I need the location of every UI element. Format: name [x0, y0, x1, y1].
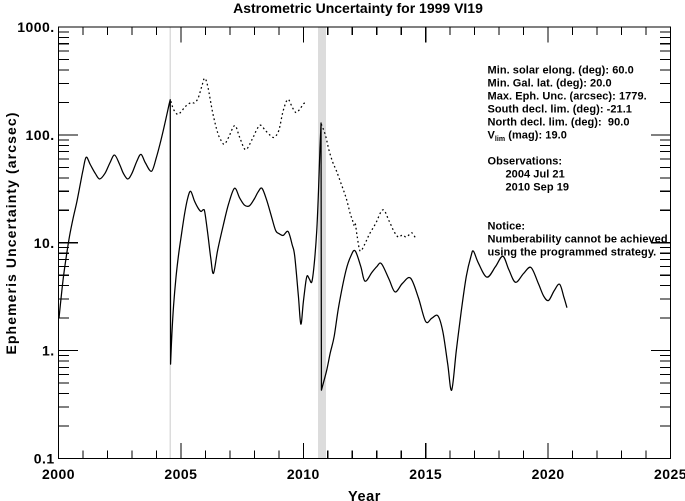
annotation-line: using the programmed strategy.	[488, 247, 657, 259]
y-tick-label: 10.	[34, 235, 55, 251]
y-axis-label: Ephemeris Uncertainty (arcsec)	[3, 111, 19, 354]
annotation-line: Notice:	[488, 221, 526, 233]
annotation-line: Numberability cannot be achieved	[488, 234, 668, 246]
annotation-vlim: Vlim (mag): 19.0	[488, 130, 567, 144]
uncertainty-with-observations-curve	[58, 99, 568, 391]
y-tick-label: 1.	[42, 343, 55, 359]
annotation-line: Min. solar elong. (deg): 60.0	[488, 65, 634, 77]
uncertainty-without-recovery-curve	[320, 123, 417, 252]
x-tick-label: 2010	[287, 466, 320, 482]
annotation-line: Min. Gal. lat. (deg): 20.0	[488, 78, 612, 90]
chart-title: Astrometric Uncertainty for 1999 VI19	[233, 0, 483, 16]
y-tick-label: 0.1	[34, 451, 55, 467]
x-axis-label: Year	[348, 489, 381, 501]
annotation-line: Observations:	[488, 156, 563, 168]
x-tick-label: 2015	[409, 466, 442, 482]
plot-frame-and-ticks	[57, 26, 672, 460]
axis-tick-labels: 2000 2005 2010 2015 2020 2025 0.1 1. 10. 100. 1000…	[17, 19, 685, 482]
observation-markers	[169, 27, 327, 459]
uncertainty-curves	[58, 77, 568, 391]
uncertainty-without-recovery-curve	[170, 77, 306, 151]
x-tick-label: 2000	[42, 466, 75, 482]
annotation-line: 2004 Jul 21	[506, 169, 565, 181]
observation-epoch-2010-sep-19	[317, 27, 327, 459]
annotation-line: 2010 Sep 19	[506, 182, 570, 194]
x-tick-label: 2005	[164, 466, 197, 482]
y-tick-label: 1000.	[17, 19, 54, 35]
annotation-line: North decl. lim. (deg): 90.0	[488, 117, 630, 129]
annotation-line: Max. Eph. Unc. (arcsec): 1779.	[488, 91, 647, 103]
x-tick-label: 2025	[654, 466, 685, 482]
annotation-line: South decl. lim. (deg): -21.1	[488, 104, 632, 116]
x-tick-label: 2020	[532, 466, 565, 482]
y-tick-label: 100.	[26, 127, 55, 143]
